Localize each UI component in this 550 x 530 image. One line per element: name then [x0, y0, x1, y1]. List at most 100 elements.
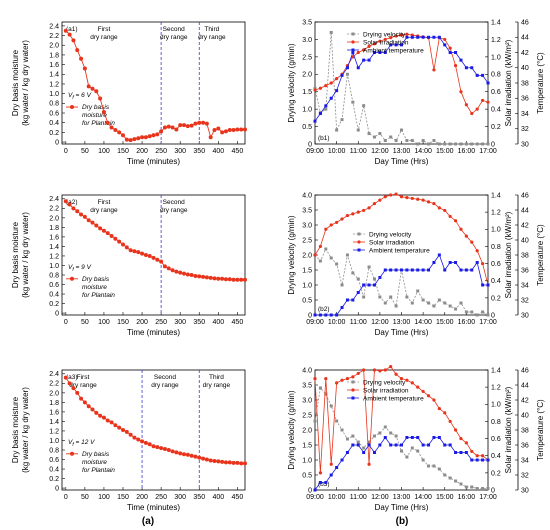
y-axis-label: Dry basis moisture [11, 49, 20, 116]
data-point [351, 212, 355, 216]
data-point [335, 419, 339, 423]
data-point [197, 120, 202, 125]
data-point [454, 261, 458, 264]
x-tick-label: 100 [98, 148, 110, 155]
data-point [340, 306, 344, 309]
legend-label: moisture [82, 459, 107, 466]
data-point [345, 253, 349, 257]
region-label-line: dry range [160, 34, 188, 41]
data-point [318, 313, 322, 317]
data-point [193, 121, 198, 126]
data-point [136, 437, 141, 442]
temperature-tick-label: 40 [521, 412, 529, 419]
irradiation-tick-label: 1.0 [491, 227, 501, 234]
data-point [71, 206, 76, 211]
data-point [124, 137, 129, 142]
data-point [329, 313, 333, 317]
y-tick-label: 0.2 [49, 130, 59, 137]
data-point [432, 398, 436, 402]
x-tick-label: 17:00 [479, 319, 497, 326]
data-point [464, 268, 468, 272]
y-tick-label: 0.8 [49, 272, 59, 279]
data-point [67, 202, 72, 207]
legend-label: Drying velocity [369, 231, 412, 238]
legend-marker [351, 388, 355, 392]
data-point [117, 239, 122, 244]
data-point [389, 295, 393, 299]
data-point [459, 142, 463, 146]
data-point [421, 389, 425, 394]
data-point [470, 485, 474, 489]
data-point [67, 381, 72, 386]
data-point [109, 420, 114, 425]
x-tick-label: 450 [232, 148, 244, 155]
data-point [378, 295, 382, 299]
legend-marker [70, 276, 74, 281]
data-point [486, 142, 490, 146]
data-point [318, 112, 322, 115]
data-point [470, 66, 474, 70]
data-point [227, 277, 232, 282]
data-point [464, 310, 468, 314]
x-tick-label: 14:00 [414, 148, 432, 155]
y-tick-label: 1.0 [302, 107, 312, 114]
data-point [128, 248, 133, 253]
data-point [223, 460, 228, 465]
data-point [383, 268, 387, 272]
series-moisture [63, 199, 247, 282]
data-point [470, 458, 474, 462]
series-ambient-temperature [313, 253, 490, 317]
data-point [101, 110, 106, 115]
data-point [340, 217, 344, 221]
y-tick-label: 1.0 [49, 263, 59, 270]
data-point [416, 35, 420, 39]
x-tick-label: 17:00 [479, 148, 497, 155]
data-point [443, 268, 447, 272]
x-tick-label: 15:00 [436, 494, 454, 501]
y-tick-label: 1.5 [302, 442, 312, 449]
region-label-line: dry range [69, 382, 97, 389]
data-point [235, 277, 240, 282]
data-point [351, 100, 355, 104]
x-tick-label: 10:00 [328, 494, 346, 501]
irradiation-tick-label: 0.2 [491, 295, 501, 302]
data-point [389, 43, 393, 47]
legend-label: moisture [82, 284, 107, 291]
data-point [329, 404, 333, 408]
y-tick-label: 3.0 [302, 37, 312, 44]
y-tick-label: 2.2 [49, 206, 59, 213]
data-point [63, 199, 68, 204]
data-point [174, 450, 179, 455]
data-point [389, 135, 393, 139]
data-point [432, 35, 436, 39]
data-point [197, 455, 202, 460]
data-point [427, 464, 431, 468]
x-tick-label: 200 [136, 148, 148, 155]
data-point [437, 436, 441, 439]
x-tick-label: 14:00 [414, 494, 432, 501]
y-tick-label: 1.5 [302, 89, 312, 96]
data-point [378, 39, 382, 43]
x-tick-label: 300 [174, 494, 186, 501]
data-point [313, 313, 317, 317]
data-point [399, 33, 404, 37]
data-point [400, 449, 403, 453]
data-point [178, 451, 183, 456]
data-point [340, 118, 344, 122]
y-tick-label: 0.2 [49, 301, 59, 308]
data-point [454, 479, 458, 483]
legend-label: Dry basis [82, 451, 110, 458]
y-tick-label: 3.5 [302, 207, 312, 214]
x-tick-label: 09:00 [306, 494, 324, 501]
data-point [318, 481, 322, 484]
data-point [416, 436, 420, 439]
data-point [86, 84, 91, 89]
data-point [394, 192, 398, 196]
data-point [400, 43, 403, 47]
irradiation-tick-label: 0.6 [491, 436, 501, 443]
